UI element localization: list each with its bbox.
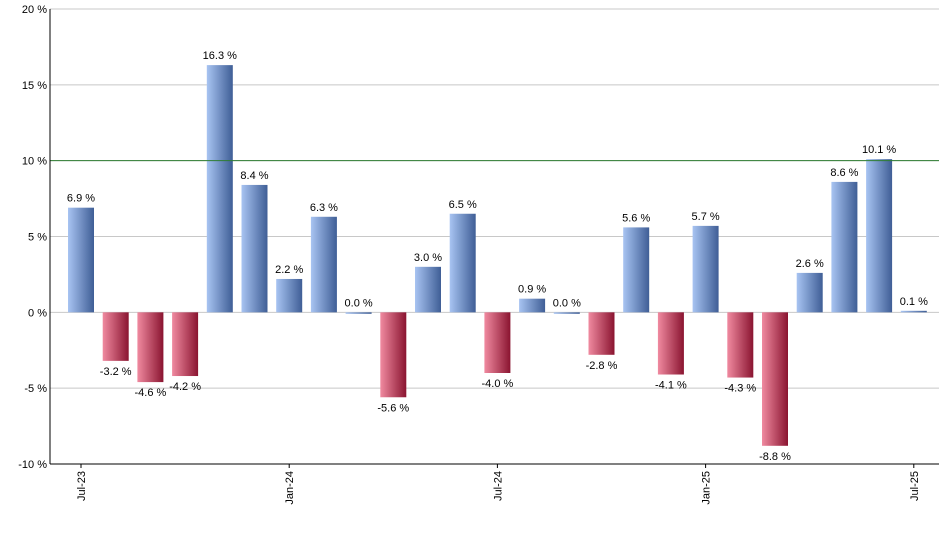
bar-mar-24: [345, 312, 372, 314]
bar-jun-25: [866, 159, 893, 313]
bar-nov-24: [623, 227, 650, 313]
bar-jun-24: [449, 213, 476, 313]
data-label: 0.0 %: [345, 297, 373, 309]
x-axis-tick-labels: Jul-23 Jan-24 Jul-24 Jan-25 Jul-25: [76, 464, 921, 505]
data-label: 0.1 %: [900, 296, 928, 308]
y-axis-tick-labels: 20 % 15 % 10 % 5 % 0 % -5 % -10 %: [18, 4, 47, 471]
bar-jul-23: [68, 207, 94, 313]
bar-apr-25: [796, 272, 823, 313]
data-label: 0.0 %: [553, 297, 581, 309]
bar-feb-25: [727, 312, 754, 378]
x-tick-label: Jul-25: [909, 471, 921, 501]
data-label: -8.8 %: [759, 451, 791, 463]
data-label: -4.0 %: [482, 378, 514, 390]
bar-aug-24: [519, 298, 546, 313]
y-tick-label: 5 %: [28, 232, 47, 244]
data-labels: 6.9 % -3.2 %-4.6 %-4.2 % 16.3 % 8.4 % 2.2 % 6…: [67, 50, 928, 463]
data-label: 16.3 %: [203, 50, 237, 62]
bar-nov-23: [206, 65, 233, 313]
bar-oct-24: [588, 312, 615, 355]
data-label: -3.2 %: [100, 366, 132, 378]
data-label: -2.8 %: [586, 360, 618, 372]
data-label: 8.4 %: [240, 170, 268, 182]
data-label: 8.6 %: [830, 167, 858, 179]
bar-jul-24: [484, 312, 511, 373]
gridlines: [50, 8, 939, 465]
y-tick-label: 20 %: [22, 4, 47, 16]
y-tick-label: 15 %: [22, 80, 47, 92]
y-tick-label: 10 %: [22, 156, 47, 168]
bar-jan-24: [276, 278, 303, 313]
data-label: -4.3 %: [724, 383, 756, 395]
x-tick-label: Jul-24: [492, 471, 504, 501]
data-label: 10.1 %: [862, 144, 896, 156]
y-tick-label: -5 %: [24, 383, 47, 395]
data-label: 6.9 %: [67, 193, 95, 205]
bar-dec-24: [657, 312, 684, 375]
y-tick-label: 0 %: [28, 307, 47, 319]
y-tick-label: -10 %: [18, 459, 47, 471]
bar-apr-24: [380, 312, 407, 398]
bar-sep-23: [137, 312, 164, 383]
data-label: -4.2 %: [169, 381, 201, 393]
bar-aug-23: [102, 312, 129, 361]
data-label: 5.6 %: [622, 212, 650, 224]
bar-dec-23: [241, 184, 268, 313]
x-tick-label: Jan-25: [701, 471, 713, 505]
bar-may-24: [415, 266, 441, 313]
data-label: -4.1 %: [655, 380, 687, 392]
bars: [68, 65, 927, 446]
data-label: 2.2 %: [275, 264, 303, 276]
data-label: 5.7 %: [692, 211, 720, 223]
bar-oct-23: [172, 312, 199, 377]
x-tick-label: Jul-23: [76, 471, 88, 501]
data-label: -5.6 %: [377, 402, 409, 414]
bar-sep-24: [553, 312, 580, 314]
data-label: -4.6 %: [135, 387, 167, 399]
axes: [49, 9, 939, 465]
bar-mar-25: [762, 312, 788, 446]
data-label: 3.0 %: [414, 252, 442, 264]
data-label: 6.3 %: [310, 202, 338, 214]
data-label: 0.9 %: [518, 284, 546, 296]
bar-may-25: [831, 181, 858, 313]
data-label: 2.6 %: [796, 258, 824, 270]
x-tick-label: Jan-24: [284, 471, 296, 505]
bar-feb-24: [310, 216, 337, 313]
data-label: 6.5 %: [449, 199, 477, 211]
bar-jul-25: [900, 310, 927, 313]
bar-jan-25: [692, 225, 719, 313]
